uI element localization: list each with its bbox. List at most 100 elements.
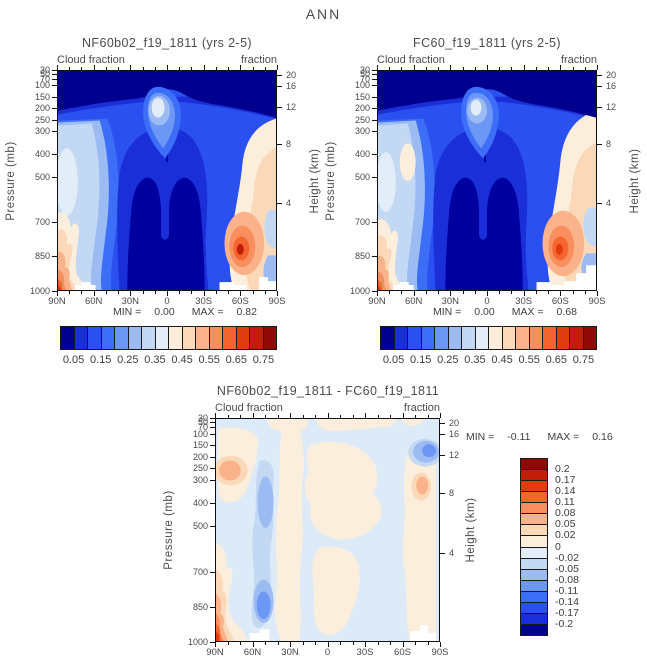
contour-plot-difference: [215, 418, 440, 642]
lat-tick: [390, 642, 391, 645]
height-tick-label: 20: [286, 70, 297, 81]
lat-tick-top: [191, 67, 193, 70]
colorbar-cell: [263, 327, 276, 349]
colorbar-cell: [448, 327, 462, 349]
lat-tick: [572, 291, 574, 294]
colorbar-cell: [529, 327, 543, 349]
units-label-top-left: fraction: [240, 54, 277, 66]
field-label-top-left: Cloud fraction: [57, 54, 125, 66]
pressure-tick-label: 1000: [349, 285, 370, 296]
colorbar-tick-label: 0.25: [437, 354, 459, 366]
colorbar-tick-label: 0.35: [464, 354, 486, 366]
lat-tick-top: [167, 65, 168, 70]
lat-tick-top: [584, 67, 586, 70]
pressure-tick-label: 300: [34, 126, 50, 136]
colorbar-cell: [394, 327, 408, 349]
colorbar-cell: [516, 327, 530, 349]
height-tick-label: 8: [449, 487, 455, 498]
pressure-tick: [372, 85, 377, 87]
positive-diff-upper-arctic: [218, 460, 241, 481]
contour-art-top-right: [378, 71, 596, 290]
pressure-tick-label: 1000: [187, 636, 208, 647]
lat-tick: [240, 642, 241, 645]
pressure-tick: [210, 422, 215, 424]
lat-tick-top: [487, 65, 488, 70]
pressure-tick: [52, 222, 57, 224]
pressure-tick: [372, 96, 377, 98]
pressure-tick-label: 70: [39, 73, 50, 84]
colorbar-tick-label: 0.35: [144, 354, 166, 366]
pressure-tick-label: 400: [354, 148, 370, 159]
height-tick: [440, 492, 445, 494]
lat-tick-top: [560, 65, 562, 70]
lat-tick: [499, 291, 501, 294]
lat-tick: [425, 291, 427, 294]
lat-tick: [413, 291, 415, 296]
pressure-tick-label: 250: [34, 114, 50, 125]
max-label: MAX =: [511, 306, 544, 318]
positive-diff-arctic-surface: [216, 631, 219, 641]
colorbar-tick-label: 0.55: [518, 354, 540, 366]
lat-tick-top: [427, 415, 429, 418]
colorbar-cell: [408, 327, 422, 349]
colorbar-tick-label: -0.11: [555, 585, 579, 597]
pressure-tick-label: 200: [354, 103, 370, 114]
colorbar-cell: [101, 327, 115, 349]
height-tick: [440, 434, 445, 436]
lat-tick-top: [142, 67, 144, 70]
lat-tick-label: 60N: [84, 296, 103, 307]
max-value: 0.82: [236, 306, 257, 318]
min-label: MIN =: [113, 306, 142, 318]
pressure-tick: [210, 479, 215, 481]
lat-tick-label: 90N: [206, 647, 224, 658]
colorbar-tick-label: 0.05: [382, 354, 405, 366]
pressure-tick: [52, 131, 57, 132]
colorbar-cell: [521, 624, 547, 635]
lat-tick: [105, 291, 107, 294]
height-tick: [440, 455, 445, 457]
colorbar-tick-label: 0.65: [545, 354, 568, 366]
lat-tick: [167, 291, 168, 296]
colorbar-cell: [61, 327, 75, 349]
lat-tick-top: [327, 413, 329, 418]
pressure-tick: [210, 468, 215, 470]
lat-tick: [377, 642, 379, 645]
lat-tick-top: [389, 67, 391, 70]
lat-tick-top: [402, 413, 404, 418]
lat-tick-top: [377, 65, 378, 70]
subtropical-cloud-minimum-blobs: [445, 177, 523, 290]
pressure-tick: [372, 176, 377, 178]
lat-tick-top: [511, 67, 513, 70]
colorbar-tick-label: 0.15: [409, 354, 432, 366]
pressure-tick-label: 400: [34, 148, 50, 159]
height-tick-label: 8: [286, 138, 292, 149]
lat-tick-top: [523, 65, 525, 70]
height-tick: [597, 86, 602, 88]
colorbar-cell: [556, 327, 570, 349]
colorbar-cell: [521, 547, 547, 559]
lat-tick: [57, 291, 58, 296]
colorbar-tick-label: 0.2: [555, 462, 570, 475]
colorbar-horizontal: [380, 326, 597, 350]
lat-tick: [377, 291, 378, 296]
pressure-tick: [372, 69, 377, 71]
lat-tick: [69, 291, 71, 294]
stats-top-right: MIN = 0.00 MAX = 0.68: [390, 306, 620, 318]
pressure-tick-label: 500: [354, 171, 370, 182]
colorbar-tick-label: -0.02: [555, 551, 579, 564]
lat-tick-label: 60N: [404, 296, 423, 307]
contour-plot-top-right: [377, 70, 597, 291]
lat-tick-top: [438, 67, 440, 70]
pressure-tick: [372, 78, 377, 80]
colorbar-cell: [489, 327, 503, 349]
lat-tick-top: [352, 415, 354, 418]
contour-art-difference: [216, 419, 439, 641]
pressure-tick: [52, 78, 57, 80]
lat-tick: [487, 291, 488, 296]
pressure-tick: [210, 456, 215, 458]
pressure-tick: [210, 526, 215, 528]
colorbar-cell: [142, 327, 156, 349]
lat-tick: [130, 291, 132, 296]
y-axis-label-height-top-left: Height (km): [309, 148, 321, 214]
height-tick-label: 4: [606, 198, 612, 208]
